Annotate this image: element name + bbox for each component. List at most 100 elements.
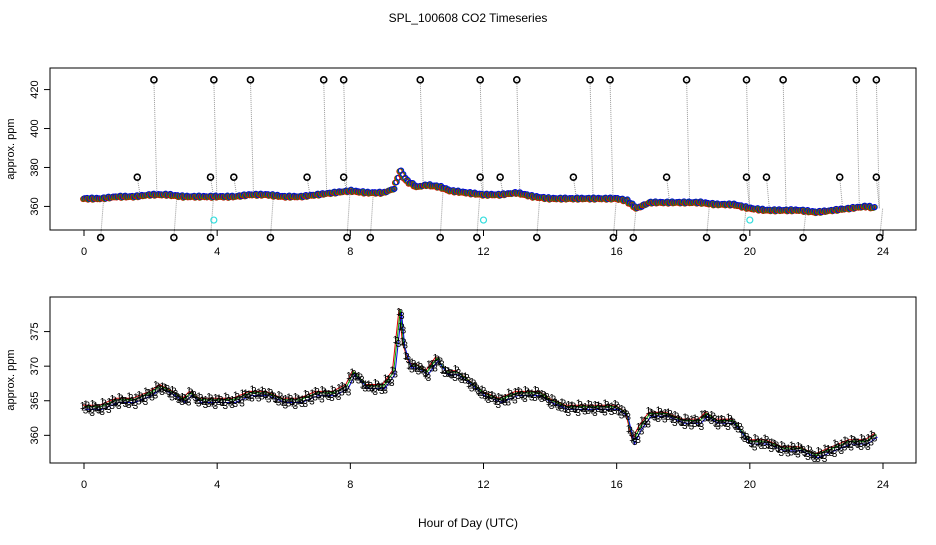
bottom-series-marker: 3 <box>592 408 598 419</box>
bottom-series-marker: 3 <box>529 392 535 403</box>
spike-drop-line <box>516 79 521 193</box>
bottom-series-marker: 3 <box>835 443 841 454</box>
bottom-series-marker: 2 <box>101 398 107 409</box>
bottom-series-line <box>82 308 876 455</box>
bottom-series-marker: 1 <box>250 385 256 396</box>
bottom-series-marker: 1 <box>776 444 782 455</box>
bottom-x-tick-label: 16 <box>611 479 623 491</box>
bottom-series-marker: 3 <box>366 384 372 395</box>
bottom-series-marker: 2 <box>561 399 567 410</box>
bottom-series-marker: 3 <box>133 401 139 412</box>
bottom-series-marker: 3 <box>422 368 428 379</box>
bottom-series-marker: 3 <box>329 393 335 404</box>
spike-point <box>206 233 215 242</box>
bottom-series-marker: 2 <box>328 390 334 401</box>
bottom-series-marker: 3 <box>386 378 392 389</box>
bottom-series-marker: 2 <box>168 390 174 401</box>
bottom-series-marker: 2 <box>511 393 517 404</box>
bottom-series-marker: 1 <box>343 383 349 394</box>
bottom-series-marker: 2 <box>694 415 700 426</box>
spike-drop-line <box>419 79 424 187</box>
bottom-series-marker: 3 <box>149 392 155 403</box>
top-trace-point <box>391 185 398 192</box>
bottom-series-marker: 3 <box>845 439 851 450</box>
bottom-series-marker: 2 <box>141 394 147 405</box>
bottom-series-marker: 2 <box>737 422 743 433</box>
bottom-series-marker: 1 <box>220 397 226 408</box>
bottom-series-marker: 3 <box>446 369 452 380</box>
spike-point <box>569 173 578 182</box>
bottom-series-marker: 3 <box>306 393 312 404</box>
bottom-series-marker: 3 <box>692 419 698 430</box>
spike-point <box>473 233 481 242</box>
bottom-series-marker: 1 <box>786 443 792 454</box>
top-y-tick-label: 380 <box>29 158 41 176</box>
bottom-series-marker: 3 <box>848 443 854 454</box>
bottom-series-marker: 1 <box>659 410 665 421</box>
bottom-series-marker: 1 <box>506 387 512 398</box>
bottom-series-marker: 1 <box>513 387 519 398</box>
bottom-series-marker: 3 <box>775 443 781 454</box>
bottom-series-marker: 2 <box>464 373 470 384</box>
bottom-series-marker: 1 <box>589 404 595 415</box>
bottom-series-marker: 2 <box>138 391 144 402</box>
bottom-series-marker: 3 <box>319 394 325 405</box>
bottom-series-marker: 1 <box>326 389 332 400</box>
bottom-series-marker: 3 <box>379 386 385 397</box>
bottom-series-marker: 1 <box>799 444 805 455</box>
bottom-series-marker: 3 <box>459 375 465 386</box>
bottom-series-marker: 2 <box>594 401 600 412</box>
bottom-series-marker: 3 <box>609 407 615 418</box>
bottom-series-marker: 1 <box>632 431 638 442</box>
spike-point <box>339 173 348 182</box>
bottom-series-marker: 1 <box>266 387 272 398</box>
bottom-series-marker: 2 <box>820 451 826 462</box>
spike-point <box>609 233 618 242</box>
bottom-series-marker: 2 <box>870 431 876 442</box>
x-axis-label: Hour of Day (UTC) <box>418 516 518 530</box>
bottom-series-marker: 3 <box>665 412 671 423</box>
bottom-series-marker: 3 <box>539 394 545 405</box>
bottom-series-marker: 2 <box>497 393 503 404</box>
bottom-series-marker: 2 <box>641 417 647 428</box>
bottom-series-marker: 2 <box>121 396 127 407</box>
bottom-series-marker: 3 <box>392 369 398 380</box>
bottom-series-marker: 1 <box>845 439 851 450</box>
bottom-series-marker: 3 <box>156 384 162 395</box>
bottom-series-marker: 2 <box>124 397 130 408</box>
bottom-series-marker: 1 <box>463 372 469 383</box>
spike-point <box>476 173 484 182</box>
bottom-series-marker: 3 <box>256 393 262 404</box>
bottom-series-marker: 3 <box>722 418 728 429</box>
bottom-series-marker: 3 <box>532 393 538 404</box>
bottom-series-marker: 3 <box>316 390 322 401</box>
bottom-series-marker: 3 <box>642 420 648 431</box>
bottom-series-marker: 3 <box>535 389 541 400</box>
bottom-series-marker: 2 <box>278 392 284 403</box>
bottom-series-marker: 2 <box>804 449 810 460</box>
bottom-series-marker: 2 <box>601 405 607 416</box>
bottom-series-marker: 3 <box>519 390 525 401</box>
bottom-series-marker: 1 <box>356 371 362 382</box>
bottom-series-marker: 1 <box>233 391 239 402</box>
spike-drop-line <box>213 79 218 197</box>
bottom-series-marker: 2 <box>368 381 374 392</box>
bottom-series-marker: 1 <box>835 442 841 453</box>
bottom-series-marker: 2 <box>417 362 423 373</box>
spike-drop-line <box>875 177 880 209</box>
spike-point <box>170 233 178 242</box>
spike-drop-line <box>706 203 711 238</box>
spike-drop-line <box>686 79 691 203</box>
bottom-series-marker: 1 <box>393 335 399 346</box>
bottom-series-marker: 1 <box>439 365 445 376</box>
bottom-series-marker: 1 <box>672 410 678 421</box>
bottom-series-marker: 1 <box>756 437 762 448</box>
bottom-series-marker: 3 <box>153 391 159 402</box>
bottom-series-marker: 1 <box>203 395 209 406</box>
spike-point <box>532 233 541 242</box>
bottom-series-marker: 2 <box>697 419 703 430</box>
bottom-series-marker: 2 <box>854 437 860 448</box>
bottom-series-marker: 1 <box>602 399 608 410</box>
bottom-series-marker: 1 <box>682 412 688 423</box>
bottom-series-marker: 1 <box>562 404 568 415</box>
